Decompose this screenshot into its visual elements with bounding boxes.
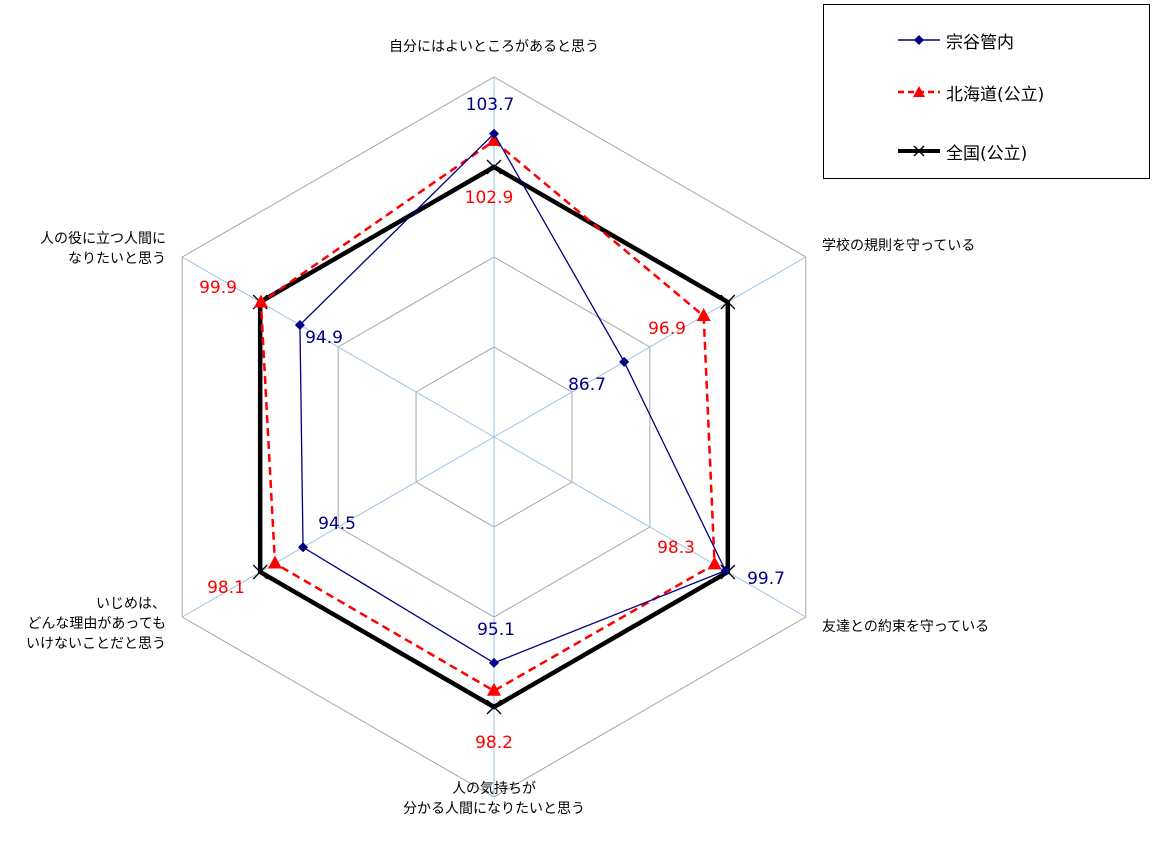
value-label-1-2: 98.3: [657, 538, 695, 558]
axis-label-5-line-0: 人の役に立つ人間に: [40, 231, 166, 247]
axis-label-4: いじめは、どんな理由があってもいけないことだと思う: [26, 596, 166, 652]
marker-2-1: [720, 294, 736, 310]
series-line-0: [299, 132, 727, 664]
value-label-1-3: 98.2: [475, 733, 513, 753]
value-label-1-1: 96.9: [648, 319, 686, 339]
value-label-0-5: 94.9: [305, 328, 343, 348]
axis-label-3-line-1: 分かる人間になりたいと思う: [403, 801, 585, 817]
value-label-0-0: 103.7: [466, 95, 515, 115]
grid-spoke-1: [493, 256, 807, 438]
marker-2-3: [486, 699, 502, 715]
legend: 宗谷管内 北海道(公立) 全国(公立): [823, 4, 1150, 179]
axis-label-5: 人の役に立つ人間になりたいと思う: [40, 231, 166, 267]
axis-label-4-line-2: いけないことだと思う: [26, 636, 166, 652]
axis-label-4-line-0: いじめは、: [96, 596, 166, 612]
marker-0-0: [489, 128, 499, 139]
value-label-1-5: 99.9: [199, 278, 237, 298]
legend-swatch-hokkaido: [898, 86, 940, 97]
axis-label-0: 自分にはよいところがあると思う: [389, 39, 599, 55]
marker-0-3: [489, 657, 499, 668]
marker-1-4: [267, 555, 282, 569]
radar-labels: 自分にはよいところがあると思う学校の規則を守っている友達との約束を守っている人の…: [26, 39, 989, 817]
value-label-0-3: 95.1: [477, 620, 515, 640]
legend-label-soya: 宗谷管内: [946, 32, 1014, 53]
grid-spoke-4: [181, 436, 495, 618]
marker-1-0: [487, 132, 501, 146]
legend-label-national: 全国(公立): [946, 143, 1028, 164]
marker-1-1: [696, 307, 711, 321]
value-label-0-2: 99.7: [747, 569, 785, 589]
legend-swatch-soya: [898, 35, 940, 45]
axis-label-2-line-0: 友達との約束を守っている: [822, 619, 989, 635]
series-1: [253, 132, 722, 696]
axis-label-4-line-1: どんな理由があっても: [27, 616, 166, 632]
axis-label-3-line-0: 人の気持ちが: [452, 781, 536, 797]
radar-series: [252, 128, 736, 715]
series-line-1: [259, 139, 716, 693]
marker-0-4: [298, 542, 309, 553]
grid-spoke-2: [493, 436, 807, 618]
axis-label-1: 学校の規則を守っている: [822, 237, 975, 254]
value-label-0-4: 94.5: [318, 514, 356, 534]
marker-1-3: [487, 682, 501, 696]
marker-0-5: [294, 319, 305, 330]
legend-item-hokkaido: 北海道(公立): [824, 77, 1044, 107]
marker-1-5: [253, 294, 268, 308]
marker-1-2: [707, 556, 722, 570]
legend-swatch-national: [898, 145, 940, 157]
value-label-1-0: 102.9: [465, 188, 514, 208]
grid-spoke-5: [181, 256, 495, 438]
marker-0-1: [619, 356, 630, 367]
value-label-1-4: 98.1: [207, 578, 245, 598]
legend-item-soya: 宗谷管内: [824, 25, 1014, 55]
axis-label-5-line-1: なりたいと思う: [68, 251, 166, 267]
value-label-0-1: 86.7: [568, 375, 606, 395]
marker-2-0: [486, 159, 502, 175]
legend-label-hokkaido: 北海道(公立): [946, 84, 1045, 105]
axis-label-1-line-0: 学校の規則を守っている: [822, 237, 975, 254]
marker-0-2: [720, 565, 731, 576]
axis-label-3: 人の気持ちが分かる人間になりたいと思う: [403, 781, 585, 817]
axis-label-0-line-0: 自分にはよいところがあると思う: [389, 39, 599, 55]
legend-item-national: 全国(公立): [824, 136, 1027, 166]
series-0: [294, 128, 731, 668]
axis-label-2: 友達との約束を守っている: [822, 619, 989, 635]
marker-2-4: [252, 564, 268, 580]
